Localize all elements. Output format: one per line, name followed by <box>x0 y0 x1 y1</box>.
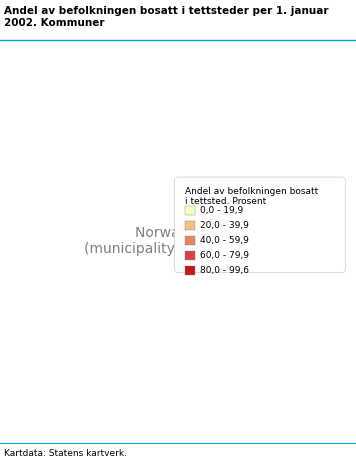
Bar <box>185 236 195 245</box>
Bar <box>185 267 195 275</box>
Bar <box>185 251 195 260</box>
FancyBboxPatch shape <box>174 177 345 273</box>
Text: 20,0 - 39,9: 20,0 - 39,9 <box>200 221 249 230</box>
Text: 80,0 - 99,6: 80,0 - 99,6 <box>200 266 250 275</box>
Text: 40,0 - 59,9: 40,0 - 59,9 <box>200 236 249 245</box>
Text: 60,0 - 79,9: 60,0 - 79,9 <box>200 251 250 260</box>
Bar <box>185 206 195 215</box>
Text: Norway Map
(municipality data needed): Norway Map (municipality data needed) <box>84 225 272 256</box>
Text: Kartdata: Statens kartverk.: Kartdata: Statens kartverk. <box>4 449 127 458</box>
Bar <box>185 221 195 230</box>
Text: Andel av befolkningen bosatt
i tettsted. Prosent: Andel av befolkningen bosatt i tettsted.… <box>185 187 318 206</box>
Text: Andel av befolkningen bosatt i tettsteder per 1. januar 2002. Kommuner: Andel av befolkningen bosatt i tettstede… <box>4 6 328 28</box>
Text: 0,0 - 19,9: 0,0 - 19,9 <box>200 206 244 215</box>
